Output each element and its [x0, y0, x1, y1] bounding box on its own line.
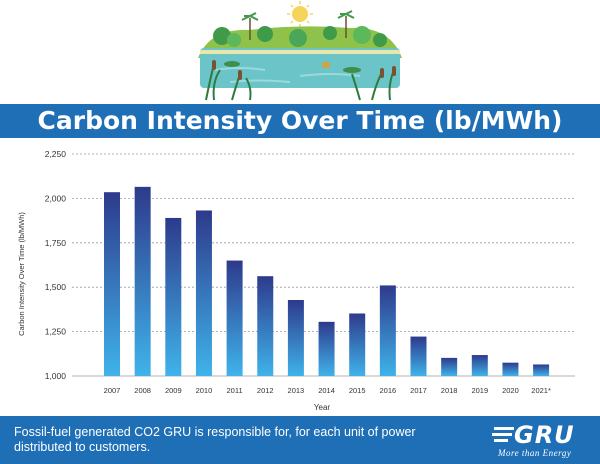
bar-2013: [287, 299, 304, 376]
bar-2009: [165, 217, 182, 376]
x-tick-label: 2019: [471, 386, 488, 395]
bar-2020: [502, 362, 519, 376]
logo-wordmark: GRU: [514, 421, 575, 449]
bar-2018: [441, 357, 458, 376]
x-tick-label: 2020: [502, 386, 519, 395]
x-tick-label: 2011: [227, 386, 243, 395]
y-axis-label: Carbon Intensity Over Time (lb/MWh): [17, 212, 26, 336]
bar-2007: [104, 192, 120, 376]
x-tick-label: 2013: [288, 386, 305, 395]
x-tick-label: 2017: [410, 386, 427, 395]
bar-2014: [318, 321, 335, 376]
y-tick-label: 1,750: [45, 238, 67, 248]
logo-tagline: More than Energy: [498, 448, 572, 458]
bar-2012: [257, 276, 274, 376]
bars: [104, 186, 550, 376]
bar-2021: [533, 364, 550, 376]
bar-2015: [349, 313, 366, 376]
bar-2017: [410, 336, 427, 376]
sun-icon: [292, 6, 308, 22]
chart-title: Carbon Intensity Over Time (lb/MWh): [0, 104, 600, 138]
bar-2019: [471, 355, 488, 376]
x-tick-label: 2010: [196, 386, 213, 395]
x-tick-label: 2018: [441, 386, 458, 395]
x-tick-label: 2015: [349, 386, 366, 395]
reeds: [205, 63, 395, 101]
y-tick-label: 1,000: [45, 371, 67, 381]
footer-band: Fossil-fuel generated CO2 GRU is respons…: [0, 416, 600, 464]
bar-2016: [379, 285, 396, 376]
logo-stripes-icon: [492, 427, 514, 442]
gru-logo: GRU More than Energy: [492, 422, 592, 460]
y-tick-label: 2,000: [45, 193, 67, 203]
y-tick-label: 2,250: [45, 149, 67, 159]
y-tick-label: 1,500: [45, 282, 67, 292]
x-tick-label: 2021*: [531, 386, 551, 395]
y-tick-labels: 1,000 1,250 1,500 1,750 2,000 2,250: [45, 149, 67, 381]
wetland-illustration: [198, 1, 402, 101]
x-tick-label: 2008: [134, 386, 151, 395]
trees: [213, 10, 387, 47]
y-tick-label: 1,250: [45, 327, 67, 337]
x-tick-label: 2007: [104, 386, 121, 395]
water-shape: [200, 48, 400, 88]
bar-2010: [195, 210, 212, 376]
x-axis-label: Year: [314, 403, 331, 412]
bar-2008: [134, 186, 151, 376]
x-tick-label: 2014: [318, 386, 335, 395]
x-tick-label: 2009: [165, 386, 182, 395]
x-tick-label: 2016: [380, 386, 397, 395]
x-tick-labels: 2007 2008 2009 2010 2011 2012 2013 2014 2015 2016…: [104, 386, 551, 395]
x-tick-label: 2012: [257, 386, 274, 395]
footer-description: Fossil-fuel generated CO2 GRU is respons…: [14, 425, 416, 454]
bar-2011: [226, 260, 243, 376]
